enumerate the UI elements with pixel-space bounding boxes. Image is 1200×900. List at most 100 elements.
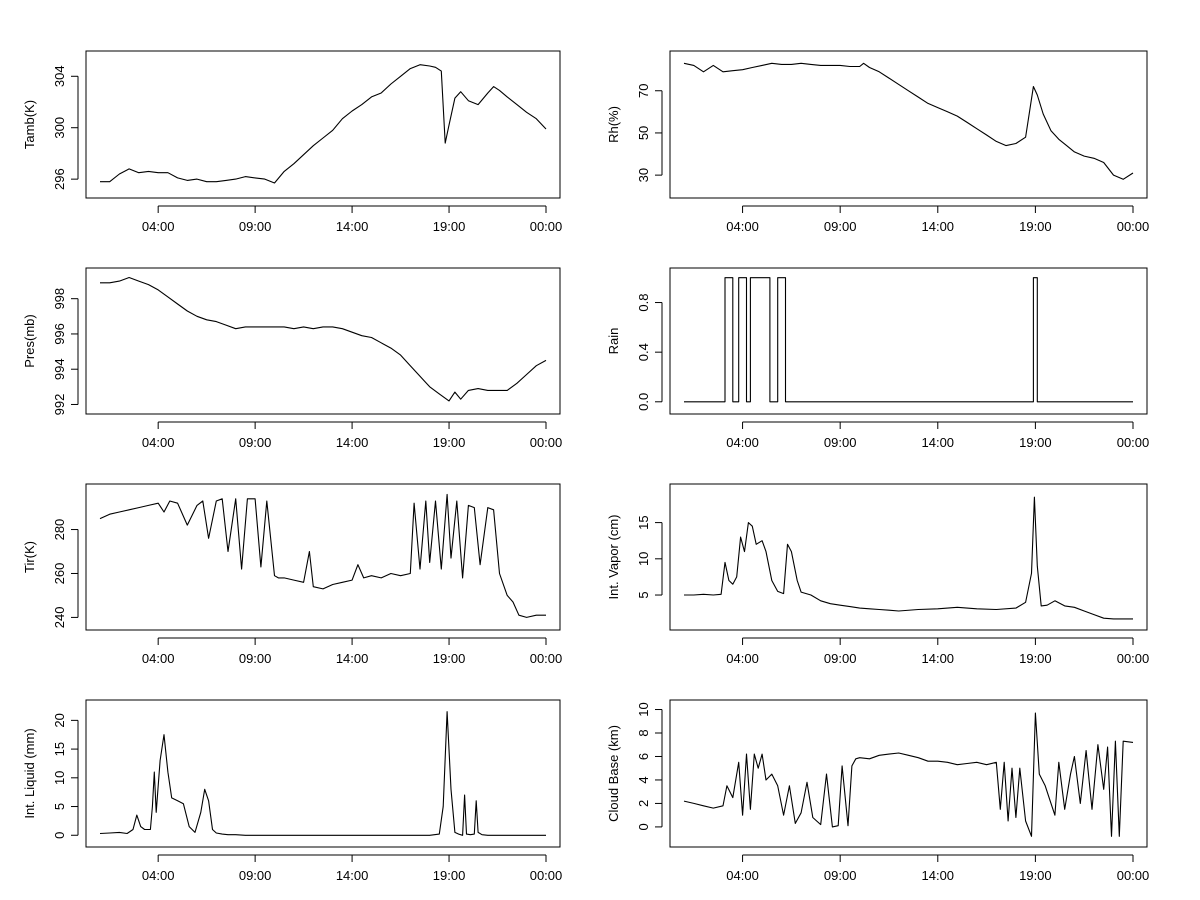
series-line: [684, 496, 1133, 620]
x-tick-label: 09:00: [239, 868, 272, 883]
x-tick-label: 19:00: [433, 868, 466, 883]
panel-2: 04:00 09:00 14:00 19:00 00:00 30 50 70 Rh(%): [606, 50, 1150, 234]
x-tick-label: 14:00: [922, 219, 955, 234]
y-axis-title: Int. Liquid (mm): [22, 728, 37, 818]
x-tick-label: 19:00: [1019, 868, 1052, 883]
x-tick-label: 00:00: [530, 219, 563, 234]
x-tick-label: 14:00: [922, 651, 955, 666]
x-tick-label: 00:00: [1117, 868, 1150, 883]
x-tick-label: 09:00: [239, 651, 272, 666]
x-tick-label: 04:00: [142, 435, 175, 450]
x-tick-label: 14:00: [336, 219, 369, 234]
x-tick-label: 09:00: [824, 435, 857, 450]
x-tick-label: 19:00: [433, 219, 466, 234]
y-axis-title: Tamb(K): [22, 100, 37, 149]
x-tick-label: 14:00: [336, 868, 369, 883]
x-tick-label: 00:00: [1117, 651, 1150, 666]
y-tick-label: 296: [52, 168, 67, 190]
x-tick-label: 04:00: [142, 868, 175, 883]
series-line: [684, 277, 1133, 403]
x-tick-label: 19:00: [1019, 435, 1052, 450]
x-tick-label: 04:00: [142, 219, 175, 234]
y-tick-label: 5: [636, 591, 651, 598]
y-axis-title: Cloud Base (km): [606, 725, 621, 822]
panel-1: 04:00 09:00 14:00 19:00 00:00 296 300 304 Tamb(K…: [22, 50, 563, 234]
series-line: [99, 493, 546, 618]
x-tick-label: 00:00: [1117, 435, 1150, 450]
x-tick-label: 09:00: [239, 219, 272, 234]
plot-frame: [85, 483, 561, 631]
y-tick-label: 4: [636, 776, 651, 783]
y-tick-label: 0.8: [636, 293, 651, 311]
y-tick-label: 998: [52, 288, 67, 310]
panel-7: 04:00 09:00 14:00 19:00 00:00 0 5 10 15 20 Int. Li…: [22, 699, 563, 883]
y-tick-label: 15: [52, 742, 67, 756]
series-line: [100, 276, 547, 402]
x-tick-label: 00:00: [530, 651, 563, 666]
panel-5: 04:00 09:00 14:00 19:00 00:00 240 260 280 Tir(K): [22, 483, 563, 666]
x-tick-label: 04:00: [726, 219, 759, 234]
plot-frame: [85, 699, 561, 848]
x-tick-label: 14:00: [922, 435, 955, 450]
x-tick-label: 04:00: [142, 651, 175, 666]
y-axis-title: Tir(K): [22, 541, 37, 573]
y-tick-label: 0.0: [636, 393, 651, 411]
panel-3: 04:00 09:00 14:00 19:00 00:00 992 994 996 998 Pre…: [22, 267, 563, 450]
series-line: [99, 711, 546, 836]
y-tick-label: 0.4: [636, 343, 651, 361]
plot-frame: [85, 50, 561, 199]
series-line: [683, 712, 1134, 837]
y-axis-title: Pres(mb): [22, 314, 37, 367]
y-axis-title: Rh(%): [606, 106, 621, 143]
y-tick-label: 8: [636, 729, 651, 736]
x-tick-label: 04:00: [726, 435, 759, 450]
panel-6: 04:00 09:00 14:00 19:00 00:00 5 10 15 Int. Vapor…: [606, 483, 1150, 666]
x-tick-label: 04:00: [726, 868, 759, 883]
y-tick-label: 6: [636, 753, 651, 760]
x-tick-label: 19:00: [1019, 651, 1052, 666]
y-tick-label: 30: [636, 168, 651, 182]
y-tick-label: 15: [636, 515, 651, 529]
x-tick-label: 19:00: [433, 435, 466, 450]
y-tick-label: 300: [52, 117, 67, 139]
plot-frame: [669, 50, 1148, 199]
plot-frame: [85, 267, 561, 415]
y-tick-label: 994: [52, 358, 67, 380]
x-tick-label: 00:00: [1117, 219, 1150, 234]
x-tick-label: 09:00: [824, 651, 857, 666]
x-tick-label: 14:00: [336, 651, 369, 666]
y-tick-label: 240: [52, 607, 67, 629]
x-tick-label: 14:00: [922, 868, 955, 883]
y-tick-label: 10: [636, 552, 651, 566]
x-tick-label: 09:00: [239, 435, 272, 450]
y-tick-label: 5: [52, 803, 67, 810]
x-tick-label: 09:00: [824, 219, 857, 234]
y-axis-title: Rain: [606, 328, 621, 355]
y-tick-label: 50: [636, 126, 651, 140]
x-tick-label: 14:00: [336, 435, 369, 450]
y-tick-label: 0: [636, 823, 651, 830]
y-tick-label: 260: [52, 563, 67, 585]
y-tick-label: 20: [52, 713, 67, 727]
series-line: [683, 62, 1134, 180]
x-tick-label: 00:00: [530, 435, 563, 450]
panel-4: 04:00 09:00 14:00 19:00 00:00 0.0 0.4 0.8 Rain: [606, 267, 1150, 450]
y-tick-label: 996: [52, 323, 67, 345]
panel-8: 04:00 09:00 14:00 19:00 00:00 0 2 4 6 8 10 Cloud Ba…: [606, 699, 1150, 883]
y-tick-label: 70: [636, 84, 651, 98]
plot-frame: [669, 267, 1148, 415]
x-tick-label: 19:00: [433, 651, 466, 666]
y-axis-title: Int. Vapor (cm): [606, 514, 621, 599]
series-line: [100, 64, 547, 184]
y-tick-label: 10: [52, 771, 67, 785]
y-tick-label: 280: [52, 519, 67, 541]
y-tick-label: 0: [52, 832, 67, 839]
x-tick-label: 00:00: [530, 868, 563, 883]
y-tick-label: 304: [52, 65, 67, 87]
plot-frame: [669, 483, 1148, 631]
y-tick-label: 992: [52, 394, 67, 416]
x-tick-label: 09:00: [824, 868, 857, 883]
x-tick-label: 04:00: [726, 651, 759, 666]
plot-frame: [669, 699, 1148, 848]
